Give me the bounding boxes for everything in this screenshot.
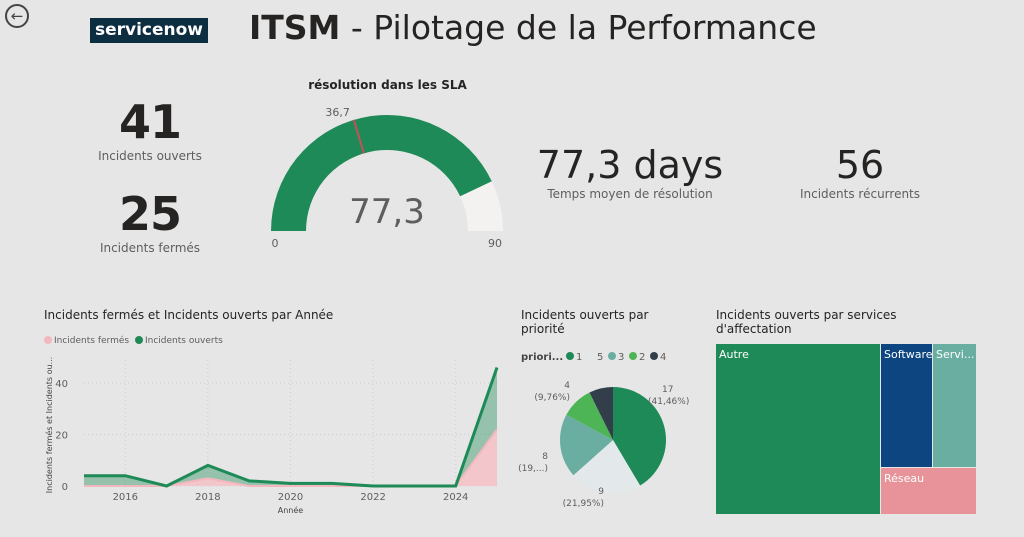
kpi-value: 56 [835, 143, 885, 187]
gauge-target-label: 36,7 [325, 106, 350, 119]
page-title: ITSM - Pilotage de la Performance [249, 8, 817, 47]
kpi-label: Incidents ouverts [98, 149, 202, 163]
kpi-open: 41 Incidents ouverts [80, 95, 220, 163]
pie-legend-label: 5 [597, 352, 603, 363]
legend-label: Incidents ouverts [145, 336, 223, 346]
pie-legend-marker [650, 352, 658, 360]
line-incidents-fermes [84, 428, 498, 487]
pie-data-pct: (19,...) [518, 464, 548, 474]
kpi-label: Incidents fermés [99, 241, 201, 255]
pie-legend-label: 4 [660, 352, 666, 363]
pie-legend-title: priori... [521, 352, 563, 363]
pie-data-pct: (21,95%) [563, 499, 604, 509]
x-tick-label: 2022 [360, 492, 385, 503]
kpi-value: 41 [118, 95, 182, 149]
kpi-value: 25 [118, 187, 182, 241]
tile-label: Autre [719, 348, 749, 361]
area-incidents-ouverts [84, 367, 497, 486]
legend-label: Incidents fermés [54, 335, 129, 346]
treemap-tile-services[interactable]: Servi... [933, 344, 976, 467]
pie-legend-label: 1 [576, 352, 582, 363]
pie-legend-marker [608, 352, 616, 360]
gauge-target-line [352, 119, 365, 154]
pie-slice-priority-1 [613, 387, 666, 486]
y-tick-label: 0 [62, 482, 68, 493]
servicenow-logo: servicenow [90, 18, 208, 43]
x-tick-label: 2016 [113, 492, 138, 503]
pie-legend-marker [566, 352, 574, 360]
x-tick-label: 2020 [278, 492, 303, 503]
gauge-title: résolution dans les SLA [308, 78, 467, 92]
treemap-tile-software[interactable]: Software [881, 344, 933, 467]
gauge-value: 77,3 [349, 192, 425, 232]
tile-label: Servi... [936, 348, 975, 361]
pie-legend-marker [629, 352, 637, 360]
pie-slice-priority-2 [566, 392, 613, 440]
pie-legend-label: 2 [639, 352, 645, 363]
line-chart-title: Incidents fermés et Incidents ouverts pa… [44, 308, 334, 322]
legend-marker [44, 336, 52, 344]
pie-legend-marker [587, 352, 595, 360]
pie-slice-priority-5 [573, 440, 641, 494]
tile-label: Software [884, 348, 933, 361]
pie-data-label: 9 [598, 487, 604, 497]
kpi-label: Temps moyen de résolution [547, 187, 713, 201]
pie-data-label: 4 [564, 381, 570, 391]
y-tick-label: 40 [55, 379, 68, 390]
x-axis-title: Année [278, 505, 304, 515]
kpi-label: Incidents récurrents [799, 187, 921, 201]
pie-data-pct: (9,76%) [534, 393, 570, 403]
area-incidents-fermes [84, 429, 497, 486]
kpi-avg: 77,3 days Temps moyen de résolution [520, 143, 740, 201]
kpi-recurrent: 56 Incidents récurrents [780, 143, 940, 201]
pie-slice-priority-4 [589, 387, 613, 440]
x-tick-label: 2024 [443, 492, 468, 503]
pie-data-label: 8 [542, 452, 548, 462]
pie-legend-label: 3 [618, 352, 624, 363]
y-tick-label: 20 [55, 431, 68, 442]
treemap-title: Incidents ouverts par services d'affecta… [716, 308, 897, 336]
pie-data-label: 17 [662, 385, 673, 395]
treemap-tile-autre[interactable]: Autre [716, 344, 880, 514]
gauge-max-label: 90 [488, 237, 502, 250]
title-bold: ITSM [249, 8, 341, 47]
tile-label: Réseau [884, 472, 925, 485]
gauge-min-label: 0 [272, 237, 279, 250]
kpi-closed: 25 Incidents fermés [80, 187, 220, 255]
pie-data-pct: (41,46%) [648, 397, 689, 407]
pie-slice-priority-3 [560, 414, 613, 476]
line-incidents-ouverts [84, 367, 499, 488]
pie-chart-title: Incidents ouverts par priorité [521, 308, 649, 336]
gauge-fill [271, 115, 492, 231]
treemap-tile-reseau[interactable]: Réseau [881, 468, 976, 514]
x-tick-label: 2018 [195, 492, 220, 503]
title-rest: - Pilotage de la Performance [350, 8, 817, 47]
legend-marker [135, 336, 143, 344]
gauge-track [271, 115, 503, 231]
kpi-value: 77,3 days [536, 143, 724, 187]
back-button[interactable]: ← [5, 4, 29, 28]
y-axis-title: Incidents fermés et Incidents ou... [44, 357, 54, 493]
